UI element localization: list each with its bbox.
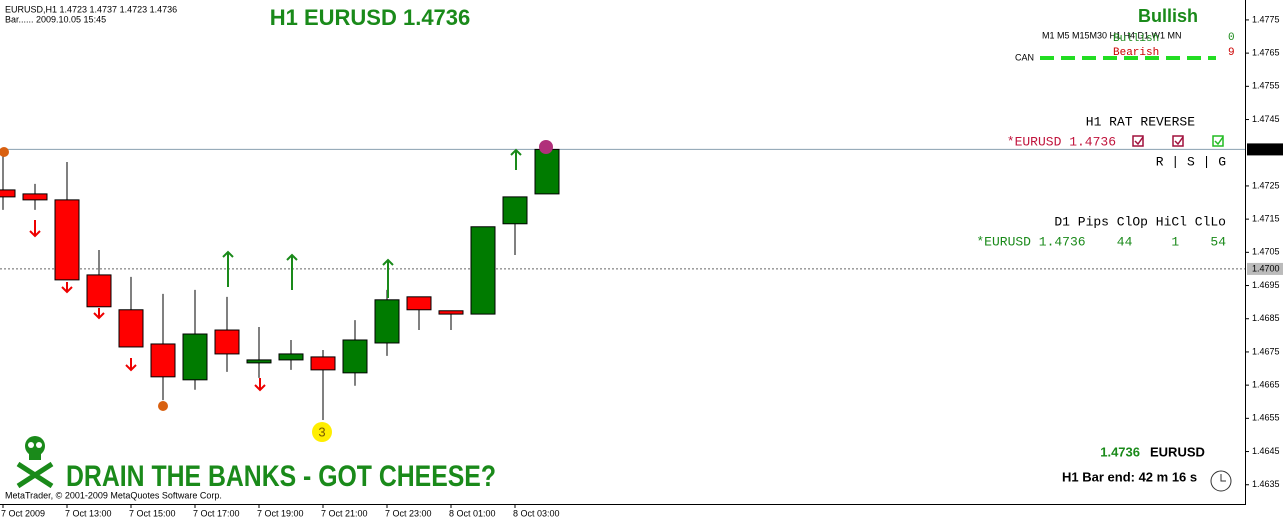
signal-dot xyxy=(539,140,553,154)
candle-body xyxy=(0,189,16,198)
candle-body xyxy=(502,196,528,225)
skull-icon xyxy=(16,436,54,489)
y-tick-label: 1.4765 xyxy=(1252,47,1280,57)
header-line: EURUSD,H1 1.4723 1.4737 1.4723 1.4736 xyxy=(5,4,177,14)
candle-body xyxy=(246,359,272,364)
rat-title: H1 RAT REVERSE xyxy=(1086,114,1195,129)
y-tick-label: 1.4715 xyxy=(1252,214,1280,224)
signal-dot xyxy=(0,147,9,157)
candle-body xyxy=(22,193,48,201)
rat-symbol: *EURUSD 1.4736 xyxy=(1007,134,1116,149)
candle-body xyxy=(86,274,112,308)
slogan: DRAIN THE BANKS - GOT CHEESE? xyxy=(66,460,496,493)
signal-arrow xyxy=(510,148,522,170)
candle-body xyxy=(278,353,304,361)
signal-arrow xyxy=(93,308,105,320)
y-tick-label: 1.4635 xyxy=(1252,479,1280,489)
can-label: CAN xyxy=(1015,52,1034,62)
candle-body xyxy=(342,339,368,374)
y-tick-label: 1.4645 xyxy=(1252,446,1280,456)
bullish-label: Bullish xyxy=(1113,33,1159,45)
y-tick-label: 1.4725 xyxy=(1252,180,1280,190)
signal-arrow xyxy=(286,253,298,290)
price-label: 1.4736 xyxy=(1252,144,1280,154)
candle-body xyxy=(310,356,336,371)
candle-body xyxy=(54,199,80,281)
x-tick-label: 8 Oct 01:00 xyxy=(449,508,496,518)
rat-checkboxes xyxy=(1132,135,1224,147)
bullish-count: 0 xyxy=(1228,32,1235,44)
x-tick-label: 7 Oct 23:00 xyxy=(385,508,432,518)
clock-icon xyxy=(1210,470,1232,492)
x-tick-label: 7 Oct 2009 xyxy=(1,508,45,518)
candle-body xyxy=(534,148,560,195)
signal-arrow xyxy=(61,282,73,294)
d1-row: *EURUSD 1.4736 44 1 54 xyxy=(976,234,1226,249)
y-tick-label: 1.4775 xyxy=(1252,14,1280,24)
rat-columns: R | S | G xyxy=(1156,154,1226,169)
x-tick-label: 7 Oct 13:00 xyxy=(65,508,112,518)
signal-marker xyxy=(312,422,332,442)
bias: Bullish xyxy=(1138,6,1198,26)
signal-arrow xyxy=(29,220,41,238)
signal-arrow xyxy=(254,378,266,392)
timeframes: M1 M5 M15M30 H1 H4 D1 W1 MN xyxy=(1042,30,1182,40)
candle-body xyxy=(118,309,144,348)
x-tick-label: 7 Oct 19:00 xyxy=(257,508,304,518)
x-tick-label: 8 Oct 03:00 xyxy=(513,508,560,518)
signal-dot xyxy=(158,401,168,411)
header-line: Bar...... 2009.10.05 15:45 xyxy=(5,14,106,24)
y-tick-label: 1.4685 xyxy=(1252,313,1280,323)
bearish-count: 9 xyxy=(1228,47,1235,59)
y-tick-label: 1.4675 xyxy=(1252,346,1280,356)
price-label-box xyxy=(1247,143,1283,156)
candle-body xyxy=(406,296,432,311)
y-tick-label: 1.4755 xyxy=(1252,81,1280,91)
bottom-symbol: EURUSD xyxy=(1150,444,1205,459)
signal-arrow xyxy=(125,358,137,372)
candle-body xyxy=(374,299,400,344)
signal-arrow xyxy=(222,250,234,287)
y-tick-label: 1.4695 xyxy=(1252,280,1280,290)
bar-end: H1 Bar end: 42 m 16 s xyxy=(1062,469,1197,484)
x-tick-label: 7 Oct 17:00 xyxy=(193,508,240,518)
candle-body xyxy=(214,329,240,355)
candle-body xyxy=(150,343,176,378)
signal-arrow xyxy=(382,258,394,298)
candle-body xyxy=(438,310,464,315)
y-tick-label: 1.4745 xyxy=(1252,114,1280,124)
signal-marker-label: 3 xyxy=(318,424,325,439)
level-label-box xyxy=(1247,262,1283,275)
candle-body xyxy=(470,226,496,315)
level-label: 1.4700 xyxy=(1252,263,1280,273)
x-tick-label: 7 Oct 21:00 xyxy=(321,508,368,518)
copyright: MetaTrader, © 2001-2009 MetaQuotes Softw… xyxy=(5,490,222,500)
bottom-price: 1.4736 xyxy=(1100,444,1140,459)
y-tick-label: 1.4665 xyxy=(1252,380,1280,390)
candle-body xyxy=(182,333,208,381)
d1-header: D1 Pips ClOp HiCl ClLo xyxy=(1054,214,1226,229)
y-tick-label: 1.4655 xyxy=(1252,413,1280,423)
y-tick-label: 1.4705 xyxy=(1252,247,1280,257)
chart-title: H1 EURUSD 1.4736 xyxy=(270,5,471,30)
x-tick-label: 7 Oct 15:00 xyxy=(129,508,176,518)
bearish-label: Bearish xyxy=(1113,47,1159,59)
